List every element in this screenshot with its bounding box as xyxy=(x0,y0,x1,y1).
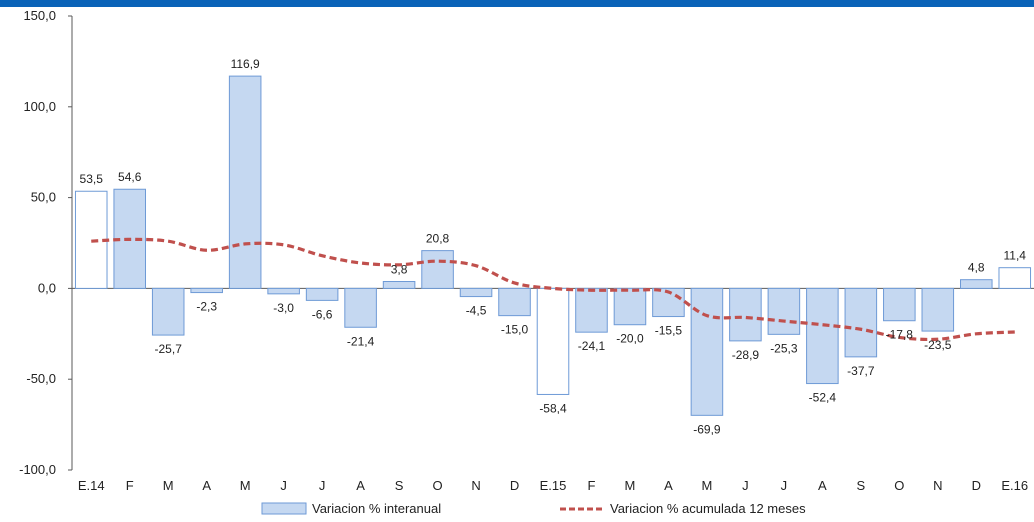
axes: -100,0 -50,0 0,0 50,0 100,0 150,0 E.14 F M A M J J A S… xyxy=(19,8,1034,493)
x-tick-label: A xyxy=(818,478,827,493)
data-label: 53,5 xyxy=(80,172,104,186)
x-tick-label: J xyxy=(280,478,287,493)
x-tick-label: A xyxy=(356,478,365,493)
bar xyxy=(921,287,955,332)
data-label: -24,1 xyxy=(578,339,606,353)
x-tick-label: N xyxy=(471,478,480,493)
data-label: 116,9 xyxy=(231,57,260,71)
legend-label-line: Variacion % acumulada 12 meses xyxy=(610,501,806,516)
x-tick-label: D xyxy=(510,478,519,493)
data-label: -3,0 xyxy=(273,301,294,315)
bar xyxy=(536,287,570,395)
x-tick-label: E.16 xyxy=(1001,478,1028,493)
bar xyxy=(421,250,454,289)
data-label: 11,4 xyxy=(1004,249,1027,263)
bars xyxy=(74,75,1032,416)
x-tick-label: J xyxy=(319,478,326,493)
x-tick-label: M xyxy=(701,478,712,493)
x-tick-label: F xyxy=(588,478,596,493)
data-label: -2,3 xyxy=(196,300,217,314)
data-label: -58,4 xyxy=(539,401,567,415)
data-label: -28,9 xyxy=(732,348,760,362)
x-tick-label: M xyxy=(625,478,636,493)
bar xyxy=(806,287,839,385)
bar xyxy=(228,75,262,289)
bar xyxy=(498,287,531,317)
data-label: 20,8 xyxy=(426,232,450,246)
cumulative-line xyxy=(91,237,1015,342)
data-label: -37,7 xyxy=(847,364,875,378)
legend-swatch-bars xyxy=(261,502,307,515)
bar xyxy=(151,287,185,336)
bar xyxy=(190,287,223,294)
y-tick-label: -50,0 xyxy=(26,371,56,386)
bar xyxy=(844,287,878,358)
x-tick-label: F xyxy=(126,478,134,493)
x-tick-label: S xyxy=(857,478,866,493)
x-tick-label: E.15 xyxy=(540,478,567,493)
bar xyxy=(998,267,1032,289)
bar xyxy=(960,279,993,289)
y-tick-label: 50,0 xyxy=(31,190,56,205)
data-label: -23,5 xyxy=(924,338,952,352)
y-tick-label: -100,0 xyxy=(19,462,56,477)
bar xyxy=(344,287,377,328)
x-tick-label: A xyxy=(664,478,673,493)
x-tick-label: E.14 xyxy=(78,478,105,493)
bar xyxy=(613,287,647,326)
x-tick-label: M xyxy=(240,478,251,493)
x-tick-label: J xyxy=(781,478,788,493)
data-label: 54,6 xyxy=(118,170,142,184)
bar xyxy=(575,287,608,333)
top-accent-bar xyxy=(0,0,1034,7)
x-tick-label: S xyxy=(395,478,404,493)
bar xyxy=(459,287,493,298)
y-tick-label: 150,0 xyxy=(23,8,56,23)
data-labels: 53,5 54,6 -25,7 -2,3 116,9 -3,0 -6,6 -21,4 3,8 20… xyxy=(80,57,1027,436)
cumulative-line-path xyxy=(91,237,1015,342)
y-tick-label: 100,0 xyxy=(23,99,56,114)
data-label: -20,0 xyxy=(616,332,644,346)
data-label: -21,4 xyxy=(347,334,375,348)
x-tick-label: A xyxy=(202,478,211,493)
data-label: -6,6 xyxy=(312,307,333,321)
legend: Variacion % interanual Variacion % acumul… xyxy=(261,501,806,516)
bar xyxy=(382,280,416,289)
legend-label-bars: Variacion % interanual xyxy=(312,501,441,516)
data-label: 3,8 xyxy=(391,262,408,276)
data-label: -69,9 xyxy=(693,422,721,436)
data-label: -17,8 xyxy=(886,328,914,342)
x-tick-label: D xyxy=(972,478,981,493)
bar xyxy=(305,287,339,301)
bar xyxy=(267,287,300,295)
bar xyxy=(767,287,801,335)
x-tick-label: N xyxy=(933,478,942,493)
data-label: -25,7 xyxy=(155,342,183,356)
x-tick-label: J xyxy=(742,478,749,493)
x-tick-label: O xyxy=(432,478,442,493)
data-label: -4,5 xyxy=(466,304,487,318)
y-tick-label: 0,0 xyxy=(38,280,56,295)
data-label: -52,4 xyxy=(809,391,837,405)
bar xyxy=(729,287,762,342)
x-tick-label: M xyxy=(163,478,174,493)
data-label: 4,8 xyxy=(968,261,985,275)
x-tick-label: O xyxy=(894,478,904,493)
bar xyxy=(690,287,724,416)
data-label: -15,0 xyxy=(501,323,529,337)
data-label: -25,3 xyxy=(770,341,798,355)
data-label: -15,5 xyxy=(655,324,683,338)
bar xyxy=(883,287,916,322)
